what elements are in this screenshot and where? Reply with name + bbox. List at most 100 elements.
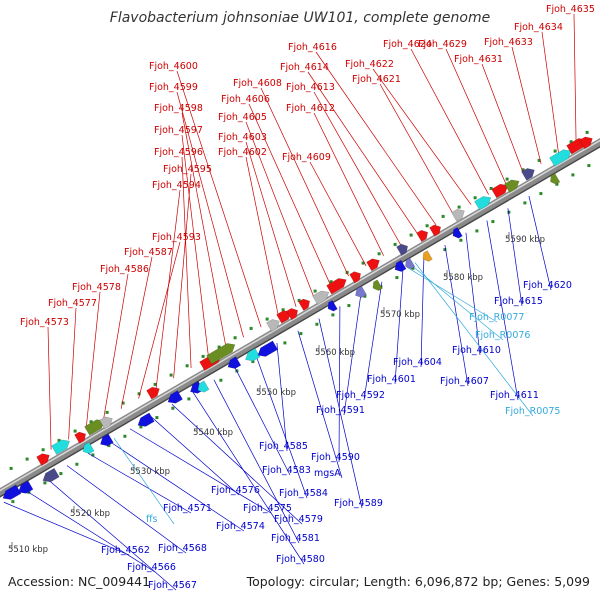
forward-gene-label: Fjoh_4578 xyxy=(72,282,121,293)
forward-gene-label: Fjoh_4599 xyxy=(149,82,198,93)
scale-dot xyxy=(265,317,269,321)
label-leader-line xyxy=(481,63,524,175)
scale-dot xyxy=(395,276,399,280)
scale-dot xyxy=(139,425,143,429)
label-leader-line xyxy=(255,355,308,499)
label-leader-line xyxy=(309,161,367,267)
scale-tick-label: 5510 kbp xyxy=(8,545,48,555)
label-leader-line xyxy=(176,91,244,338)
scale-dot xyxy=(523,201,527,205)
scale-dot xyxy=(457,205,461,209)
forward-gene-label: Fjoh_4621 xyxy=(352,74,401,85)
label-leader-line xyxy=(486,220,519,401)
forward-gene-label: Fjoh_4597 xyxy=(154,125,203,136)
forward-gene-label: Fjoh_4635 xyxy=(546,4,595,15)
label-leader-line xyxy=(192,391,305,565)
label-leader-line xyxy=(444,244,469,387)
scale-dot xyxy=(507,210,511,214)
reverse-gene-label: Fjoh_4575 xyxy=(243,503,292,514)
scale-dot xyxy=(377,252,381,256)
label-leader-line xyxy=(379,83,454,216)
label-leader-line xyxy=(420,257,425,368)
reverse-gene-label: Fjoh_4604 xyxy=(393,357,442,368)
reverse-gene-label: Fjoh_4583 xyxy=(262,465,311,476)
scale-dot xyxy=(89,420,93,424)
scale-dot xyxy=(329,280,333,284)
reverse-gene-label: Fjoh_4615 xyxy=(494,296,543,307)
scale-dot xyxy=(251,360,255,364)
scale-tick-label: 5530 kbp xyxy=(130,467,170,477)
reverse-gene-label: Fjoh_4566 xyxy=(127,562,176,573)
scale-dot xyxy=(57,438,61,442)
reverse-gene-label: Fjoh_4591 xyxy=(316,405,365,416)
scale-dot xyxy=(571,173,575,177)
label-leader-line xyxy=(181,112,227,348)
label-leader-line xyxy=(108,440,245,532)
scale-dot xyxy=(491,220,495,224)
label-leader-line xyxy=(573,13,577,144)
label-leader-line xyxy=(313,91,402,246)
genome-title: Flavobacterium johnsoniae UW101, complet… xyxy=(109,10,491,26)
scale-dot xyxy=(411,266,415,270)
label-leader-line xyxy=(171,403,303,525)
scale-tick-label: 5520 kbp xyxy=(70,509,110,519)
forward-gene-label: Fjoh_4600 xyxy=(149,61,198,72)
scale-dot xyxy=(331,313,335,317)
reverse-gene-label: Fjoh_4610 xyxy=(452,345,501,356)
forward-gene-label: Fjoh_4609 xyxy=(282,152,331,163)
scale-dot xyxy=(233,336,237,340)
label-leader-line xyxy=(150,416,240,496)
scale-dot xyxy=(123,434,127,438)
reverse-gene-label: Fjoh_4607 xyxy=(440,376,489,387)
scale-dot xyxy=(299,332,303,336)
scale-dot xyxy=(137,392,141,396)
scale-dot xyxy=(91,453,95,457)
reverse-gene-label: Fjoh_4567 xyxy=(148,580,197,591)
label-leader-line xyxy=(297,330,343,479)
reverse-gene-arrow xyxy=(257,340,279,357)
scale-dot xyxy=(443,248,447,252)
label-leader-line xyxy=(414,262,534,417)
reverse-gene-label: Fjoh_4585 xyxy=(259,441,308,452)
label-leader-line xyxy=(24,489,156,573)
scale-dot xyxy=(441,214,445,218)
forward-gene-label: Fjoh_4598 xyxy=(154,103,203,114)
reverse-gene-label: Fjoh_4581 xyxy=(271,533,320,544)
rna-gene-label: Fjoh_R0077 xyxy=(469,312,524,323)
label-leader-line xyxy=(248,103,332,287)
scale-dot xyxy=(297,298,301,302)
label-leader-line xyxy=(372,68,472,205)
label-leader-line xyxy=(85,291,101,430)
label-leader-line xyxy=(103,273,129,420)
forward-gene-arrow xyxy=(51,439,70,455)
scale-dot xyxy=(313,289,317,293)
scale-dot xyxy=(185,364,189,368)
reverse-gene-label: Fjoh_4576 xyxy=(211,485,260,496)
scale-dot xyxy=(73,429,77,433)
scale-tick-label: 5590 kbp xyxy=(505,235,545,245)
scale-dot xyxy=(539,192,543,196)
reverse-gene-arrow xyxy=(422,250,433,262)
label-leader-line xyxy=(66,465,187,554)
label-leader-line xyxy=(338,306,341,463)
scale-dot xyxy=(41,448,45,452)
scale-dot xyxy=(43,481,47,485)
label-leader-line xyxy=(173,173,192,379)
reverse-gene-label: Fjoh_4620 xyxy=(523,280,572,291)
forward-gene-arrow xyxy=(146,386,160,400)
label-leader-line xyxy=(155,189,181,389)
label-leader-line xyxy=(245,141,297,307)
label-leader-line xyxy=(68,307,77,440)
scale-dot xyxy=(553,149,557,153)
reverse-gene-arrow xyxy=(137,412,155,427)
backbone xyxy=(0,137,600,497)
label-leader-line xyxy=(120,256,153,409)
label-leader-line xyxy=(528,195,552,291)
scale-dot xyxy=(155,416,159,420)
scale-dot xyxy=(187,397,191,401)
forward-gene-label: Fjoh_4577 xyxy=(48,298,97,309)
reverse-gene-label: Fjoh_4611 xyxy=(490,390,539,401)
label-leader-line xyxy=(129,428,272,514)
